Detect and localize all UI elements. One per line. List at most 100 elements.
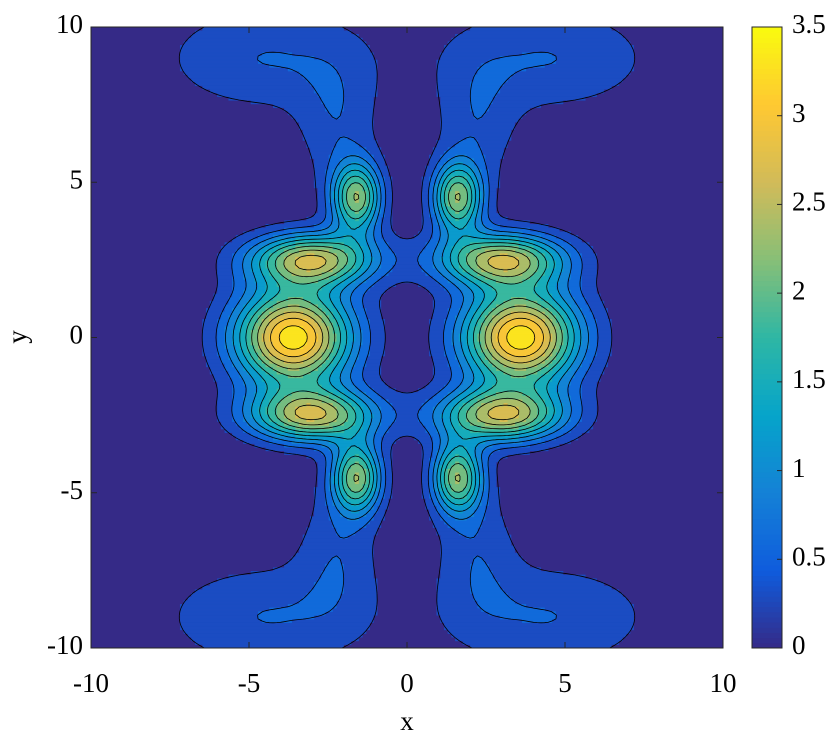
x-tick-label: 0: [400, 668, 414, 698]
y-tick-label: -10: [47, 630, 83, 660]
colorbar-segment: [752, 482, 782, 489]
colorbar-segment: [752, 73, 782, 80]
plot-area: [91, 27, 723, 648]
y-tick-label: 5: [70, 164, 84, 194]
colorbar-segment: [752, 239, 782, 245]
colorbar-segment: [752, 487, 782, 494]
colorbar-segment: [752, 580, 782, 587]
colorbar-segment: [752, 254, 782, 261]
colorbar-segment: [752, 265, 782, 271]
colorbar-segment: [752, 296, 782, 302]
colorbar-segment: [752, 528, 782, 535]
y-tick-label: -5: [61, 475, 84, 505]
colorbar-segment: [752, 358, 782, 364]
colorbar-tick-label: 0: [792, 630, 806, 660]
y-tick-label: 10: [56, 9, 83, 39]
y-tick-label: 0: [70, 320, 84, 350]
colorbar-segment: [752, 441, 782, 447]
colorbar-segment: [752, 213, 782, 219]
colorbar-segment: [752, 606, 782, 613]
colorbar-segment: [752, 565, 782, 571]
colorbar-segment: [752, 280, 782, 287]
colorbar-segment: [752, 177, 782, 183]
colorbar-segment: [752, 389, 782, 395]
colorbar-segment: [752, 384, 782, 390]
colorbar-segment: [752, 275, 782, 282]
colorbar-segment: [752, 466, 782, 473]
colorbar-segment: [752, 627, 782, 633]
colorbar-segment: [752, 228, 782, 235]
colorbar-segment: [752, 394, 782, 401]
colorbar-segment: [752, 492, 782, 499]
colorbar-segment: [752, 218, 782, 225]
colorbar-segment: [752, 435, 782, 442]
colorbar-segment: [752, 146, 782, 152]
colorbar-segment: [752, 52, 782, 59]
colorbar-segment: [752, 63, 782, 69]
contour-fill: [269, 319, 545, 357]
colorbar-segment: [752, 37, 782, 44]
contour-line: [245, 175, 569, 500]
colorbar-segment: [752, 472, 782, 478]
colorbar-segment: [752, 451, 782, 458]
colorbar-segment: [752, 161, 782, 168]
x-tick-label: -5: [238, 668, 261, 698]
colorbar-segment: [752, 544, 782, 551]
colorbar-tick-label: 1.5: [792, 364, 826, 394]
colorbar-segment: [752, 109, 782, 116]
colorbar-segment: [752, 306, 782, 313]
colorbar-segment: [752, 342, 782, 349]
colorbar-segment: [752, 42, 782, 49]
colorbar-segment: [752, 130, 782, 137]
colorbar-segment: [752, 171, 782, 178]
colorbar-segment: [752, 549, 782, 556]
colorbar-segment: [752, 89, 782, 95]
colorbar-segment: [752, 446, 782, 452]
colorbar-segment: [752, 456, 782, 463]
colorbar-segment: [752, 223, 782, 230]
contour-line: [225, 155, 589, 520]
colorbar-segment: [752, 575, 782, 582]
colorbar-segment: [752, 290, 782, 297]
x-tick-label: -10: [73, 668, 109, 698]
x-tick-label: 5: [558, 668, 572, 698]
colorbar-segment: [752, 270, 782, 276]
colorbar-segment: [752, 151, 782, 157]
contour-line: [215, 51, 599, 624]
colorbar-segment: [752, 140, 782, 147]
colorbar-segment: [752, 94, 782, 100]
colorbar-segment: [752, 477, 782, 483]
colorbar-segment: [752, 249, 782, 256]
colorbar-segment: [752, 83, 782, 90]
colorbar-tick-label: 2.5: [792, 187, 826, 217]
colorbar-segment: [752, 570, 782, 577]
colorbar-segment: [752, 321, 782, 328]
colorbar-segment: [752, 192, 782, 199]
colorbar-tick-label: 1: [792, 453, 806, 483]
colorbar-segment: [752, 415, 782, 421]
colorbar-segment: [752, 616, 782, 623]
colorbar-segment: [752, 347, 782, 354]
colorbar-segment: [752, 353, 782, 359]
colorbar-segment: [752, 601, 782, 608]
colorbar-segment: [752, 99, 782, 106]
colorbar-segment: [752, 316, 782, 323]
colorbar-segment: [752, 373, 782, 380]
y-axis-label: y: [2, 330, 32, 344]
colorbar-segment: [752, 368, 782, 375]
contour-line: [232, 163, 582, 512]
contour-line: [239, 169, 575, 506]
colorbar-segment: [752, 125, 782, 131]
colorbar-segment: [752, 120, 782, 126]
contour-line: [278, 325, 536, 350]
colorbar-segment: [752, 596, 782, 602]
colorbar-box: [751, 26, 783, 649]
colorbar-segment: [752, 523, 782, 530]
colorbar-tick-label: 2: [792, 275, 806, 305]
x-axis-label: x: [400, 706, 414, 736]
colorbar-segment: [752, 202, 782, 209]
colorbar-segment: [752, 420, 782, 426]
colorbar-segment: [752, 114, 782, 121]
colorbar-segment: [752, 642, 782, 649]
